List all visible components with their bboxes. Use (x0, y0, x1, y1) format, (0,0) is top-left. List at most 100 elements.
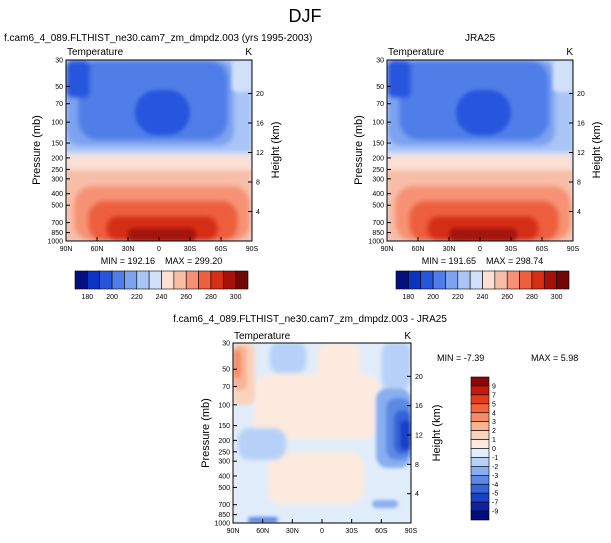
y-tick-label: 150 (218, 423, 230, 430)
y2-tick-label: 16 (577, 121, 585, 128)
x-tick-label: 30N (122, 246, 135, 253)
colorbar-label: -3 (492, 473, 498, 480)
y-tick-label: 400 (218, 473, 230, 480)
panel-reanalysis-contour-field (387, 60, 573, 241)
y2-tick-label: 4 (256, 209, 260, 216)
y2-tick-label: 16 (415, 403, 423, 410)
colorbar-label: 0 (492, 446, 496, 453)
colorbar-swatch (470, 475, 490, 485)
diff-band-lower-warm (268, 452, 364, 504)
colorbar-label: 7 (492, 392, 496, 399)
panel-difference: f.cam6_4_089.FLTHIST_ne30.cam7_zm_dmpdz.… (173, 314, 578, 535)
panel-reanalysis-variable-label: Temperature (388, 47, 445, 58)
colorbar-swatch (470, 376, 490, 387)
panel-reanalysis-max-label: MAX = 298.74 (486, 256, 543, 266)
colorbar-swatch (531, 270, 545, 290)
y2-tick-label: 4 (415, 491, 419, 498)
x-tick-label: 90N (60, 246, 73, 253)
colorbar-swatch (470, 483, 490, 494)
colorbar-swatch (420, 270, 434, 290)
y-tick-label: 500 (218, 485, 230, 492)
x-tick-label: 90S (567, 246, 580, 253)
panel-model-ylabel: Pressure (mb) (31, 115, 43, 185)
y2-tick-label: 8 (256, 180, 260, 187)
colorbar-label: 1 (492, 437, 496, 444)
y-tick-label: 500 (51, 203, 63, 210)
panel-model-y-ticks: 30 50 70 100 150 200 250 300 400 500 700 850 1000 (47, 58, 70, 246)
x-tick-label: 30N (286, 528, 299, 535)
diff-band-nh-mid-cold (238, 428, 286, 460)
y2-tick-label: 8 (415, 462, 419, 469)
panel-difference-x-ticks: 90N 60N 30N 0 30S 60S 90S (227, 519, 418, 535)
panel-model: f.cam6_4_089.FLTHIST_ne30.cam7_zm_dmpdz.… (4, 33, 312, 301)
colorbar-label: 200 (427, 294, 439, 301)
panel-model-units-label: K (245, 47, 252, 58)
y-tick-label: 300 (51, 176, 63, 183)
panel-model-x-ticks: 90N 60N 30N 0 30S 60S 90S (60, 237, 259, 253)
y-tick-label: 850 (51, 230, 63, 237)
colorbar-swatch (210, 270, 224, 290)
diff-band-sh-upper-cold (382, 343, 411, 389)
y-tick-label: 1000 (214, 521, 230, 528)
y2-tick-label: 12 (577, 150, 585, 157)
y-tick-label: 700 (218, 502, 230, 509)
y2-tick-label: 16 (256, 121, 264, 128)
panel-difference-ylabel: Pressure (mb) (200, 398, 212, 468)
panel-difference-title: f.cam6_4_089.FLTHIST_ne30.cam7_zm_dmpdz.… (173, 314, 447, 325)
panel-model-title: f.cam6_4_089.FLTHIST_ne30.cam7_zm_dmpdz.… (4, 33, 312, 44)
panel-model-variable-label: Temperature (67, 47, 124, 58)
diff-band-tropics-warm (254, 374, 380, 439)
colorbar-swatch (173, 270, 187, 290)
diff-band-upper-warm (318, 343, 360, 379)
panel-difference-min-label: MIN = -7.39 (437, 353, 484, 363)
panel-difference-colorbar: 9 7 5 4 3 2 1 0 -1 -2 -3 -4 -5 -7 -9 (470, 376, 498, 521)
y-tick-label: 70 (222, 384, 230, 391)
x-tick-label: 0 (478, 246, 482, 253)
colorbar-swatch (482, 270, 496, 290)
colorbar-swatch (74, 270, 88, 290)
colorbar-swatch (111, 270, 125, 290)
y-tick-label: 100 (51, 120, 63, 127)
y-tick-label: 30 (222, 341, 230, 348)
colorbar-label: -4 (492, 482, 498, 489)
colorbar-label: 260 (501, 294, 513, 301)
x-tick-label: 60S (375, 528, 388, 535)
colorbar-swatch (470, 412, 490, 422)
colorbar-swatch (198, 270, 212, 290)
colorbar-label: 200 (106, 294, 118, 301)
y-tick-label: 300 (372, 176, 384, 183)
colorbar-label: 240 (477, 294, 489, 301)
colorbar-label: 280 (526, 294, 538, 301)
y-tick-label: 30 (55, 58, 63, 65)
colorbar-label: -7 (492, 500, 498, 507)
y2-tick-label: 12 (256, 150, 264, 157)
colorbar-label: 3 (492, 419, 496, 426)
x-tick-label: 60S (215, 246, 228, 253)
x-tick-label: 30N (443, 246, 456, 253)
panel-reanalysis-min-label: MIN = 191.65 (422, 256, 476, 266)
y-tick-label: 50 (55, 84, 63, 91)
x-tick-label: 90N (381, 246, 394, 253)
panel-model-contour-field (66, 60, 252, 241)
x-tick-label: 60N (412, 246, 425, 253)
contour-band-polar-bright (232, 60, 252, 92)
y-tick-label: 30 (376, 58, 384, 65)
panel-model-y2label: Height (km) (270, 122, 282, 179)
y-tick-label: 200 (51, 155, 63, 162)
colorbar-swatch (469, 270, 483, 290)
y-tick-label: 1000 (368, 239, 384, 246)
panel-difference-y2label: Height (km) (431, 405, 443, 462)
colorbar-label: 180 (403, 294, 415, 301)
y-tick-label: 400 (372, 191, 384, 198)
y2-tick-label: 20 (577, 91, 585, 98)
y-tick-label: 700 (51, 220, 63, 227)
colorbar-label: -1 (492, 455, 498, 462)
colorbar-label: 220 (131, 294, 143, 301)
colorbar-swatch (519, 270, 533, 290)
colorbar-swatch (470, 430, 490, 440)
colorbar-swatch (506, 270, 520, 290)
colorbar-swatch (136, 270, 150, 290)
colorbar-label: -9 (492, 509, 498, 516)
y-tick-label: 250 (51, 167, 63, 174)
